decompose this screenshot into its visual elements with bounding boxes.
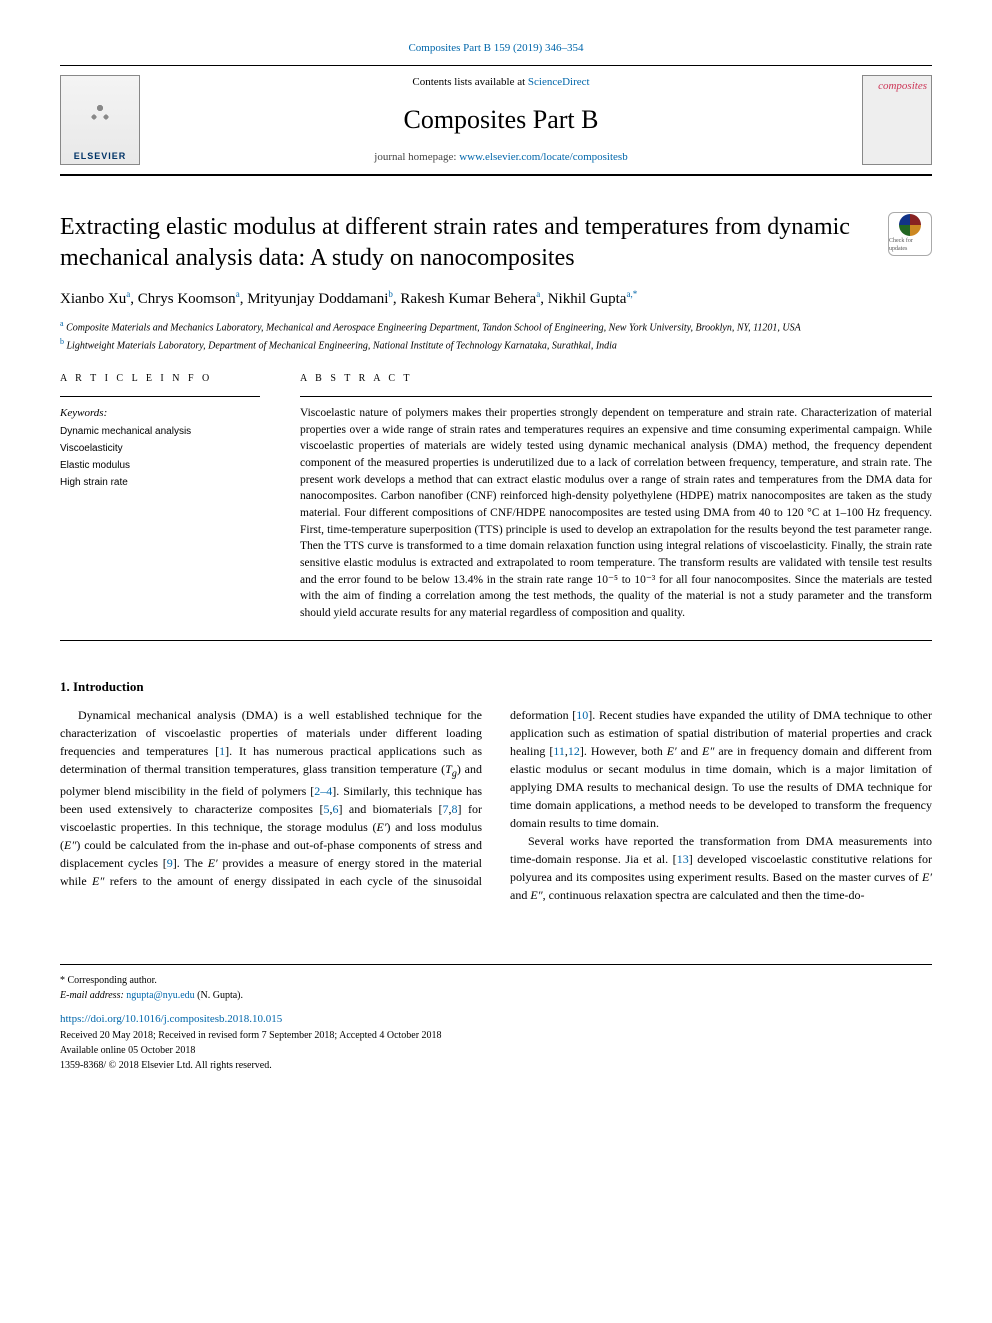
keyword-item: Elastic modulus — [60, 458, 260, 473]
homepage-prefix: journal homepage: — [374, 151, 459, 163]
keywords-list: Dynamic mechanical analysis Viscoelastic… — [60, 424, 260, 490]
affiliations: a Composite Materials and Mechanics Labo… — [60, 318, 932, 353]
article-info-heading: A R T I C L E I N F O — [60, 371, 260, 386]
email-label: E-mail address: — [60, 990, 126, 1001]
author-name: Nikhil Gupta — [548, 291, 627, 307]
article-title-row: Extracting elastic modulus at different … — [60, 212, 932, 274]
elsevier-tree-icon — [70, 90, 130, 150]
author-3: Rakesh Kumar Beheraa — [400, 291, 540, 307]
section-divider — [60, 640, 932, 641]
eprime-symbol: E′ — [922, 870, 932, 884]
t: and — [677, 744, 702, 758]
header-center: Contents lists available at ScienceDirec… — [152, 74, 850, 166]
ref-link[interactable]: 13 — [677, 852, 689, 866]
header-citation: Composites Part B 159 (2019) 346–354 — [60, 40, 932, 57]
author-name: Xianbo Xu — [60, 291, 126, 307]
body-section: 1. Introduction Dynamical mechanical ana… — [60, 677, 932, 905]
publisher-logo[interactable]: ELSEVIER — [60, 75, 140, 165]
edprime-symbol: E″ — [92, 874, 104, 888]
section-heading: 1. Introduction — [60, 677, 932, 697]
author-0: Xianbo Xua — [60, 291, 130, 307]
author-aff-sup[interactable]: a — [236, 289, 240, 299]
crossmark-icon — [899, 214, 921, 236]
t: , continuous relaxation spectra are calc… — [543, 888, 865, 902]
affiliation-b: b Lightweight Materials Laboratory, Depa… — [60, 336, 932, 353]
author-name: Rakesh Kumar Behera — [400, 291, 536, 307]
journal-header-box: ELSEVIER Contents lists available at Sci… — [60, 65, 932, 176]
keyword-item: High strain rate — [60, 475, 260, 490]
author-1: Chrys Koomsona — [138, 291, 240, 307]
page-footer: * Corresponding author. E-mail address: … — [60, 964, 932, 1073]
info-rule — [60, 396, 260, 397]
copyright-line: 1359-8368/ © 2018 Elsevier Ltd. All righ… — [60, 1058, 932, 1073]
eprime-symbol: E′ — [376, 820, 386, 834]
homepage-line: journal homepage: www.elsevier.com/locat… — [152, 149, 850, 166]
keywords-label: Keywords: — [60, 405, 260, 422]
corresponding-author-note: * Corresponding author. — [60, 973, 932, 988]
article-title: Extracting elastic modulus at different … — [60, 212, 868, 274]
t: and — [510, 888, 530, 902]
edprime-symbol: E″ — [702, 744, 714, 758]
eprime-symbol: E′ — [667, 744, 677, 758]
journal-homepage-link[interactable]: www.elsevier.com/locate/compositesb — [459, 151, 628, 163]
affil-sup: b — [60, 337, 64, 346]
eprime-symbol: E′ — [208, 856, 218, 870]
edprime-symbol: E″ — [530, 888, 542, 902]
abstract-heading: A B S T R A C T — [300, 371, 932, 386]
ref-link[interactable]: 2–4 — [314, 784, 332, 798]
author-aff-sup[interactable]: a — [536, 289, 540, 299]
author-aff-sup[interactable]: b — [388, 289, 393, 299]
keyword-item: Dynamic mechanical analysis — [60, 424, 260, 439]
author-name: Chrys Koomson — [138, 291, 236, 307]
author-aff-sup[interactable]: a — [126, 289, 130, 299]
crossmark-badge[interactable]: Check for updates — [888, 212, 932, 256]
contents-line: Contents lists available at ScienceDirec… — [152, 74, 850, 91]
author-4: Nikhil Guptaa,* — [548, 291, 638, 307]
crossmark-label: Check for updates — [889, 238, 931, 254]
sciencedirect-link[interactable]: ScienceDirect — [528, 76, 590, 88]
doi-line: https://doi.org/10.1016/j.compositesb.20… — [60, 1011, 932, 1028]
contents-prefix: Contents lists available at — [412, 76, 527, 88]
doi-link[interactable]: https://doi.org/10.1016/j.compositesb.20… — [60, 1013, 282, 1025]
affil-text: Composite Materials and Mechanics Labora… — [66, 323, 801, 334]
journal-cover-thumbnail[interactable]: composites — [862, 75, 932, 165]
email-link[interactable]: ngupta@nyu.edu — [126, 990, 194, 1001]
author-2: Mrityunjay Doddamanib — [247, 291, 393, 307]
available-online: Available online 05 October 2018 — [60, 1043, 932, 1058]
affil-text: Lightweight Materials Laboratory, Depart… — [67, 340, 617, 351]
affiliation-a: a Composite Materials and Mechanics Labo… — [60, 318, 932, 335]
abstract-rule — [300, 396, 932, 397]
abstract-text: Viscoelastic nature of polymers makes th… — [300, 405, 932, 622]
publisher-logo-text: ELSEVIER — [74, 150, 127, 164]
ref-link[interactable]: 10 — [576, 708, 588, 722]
email-suffix: (N. Gupta). — [195, 990, 243, 1001]
author-list: Xianbo Xua, Chrys Koomsona, Mrityunjay D… — [60, 288, 932, 311]
t: ]. However, both — [580, 744, 667, 758]
journal-name: Composites Part B — [152, 100, 850, 139]
info-abstract-row: A R T I C L E I N F O Keywords: Dynamic … — [60, 371, 932, 622]
abstract-column: A B S T R A C T Viscoelastic nature of p… — [300, 371, 932, 622]
header-citation-link[interactable]: Composites Part B 159 (2019) 346–354 — [408, 42, 583, 54]
article-info-column: A R T I C L E I N F O Keywords: Dynamic … — [60, 371, 260, 622]
edprime-symbol: E″ — [64, 838, 76, 852]
keyword-item: Viscoelasticity — [60, 441, 260, 456]
intro-para-2: Several works have reported the transfor… — [510, 832, 932, 904]
received-dates: Received 20 May 2018; Received in revise… — [60, 1028, 932, 1043]
body-columns: Dynamical mechanical analysis (DMA) is a… — [60, 706, 932, 904]
t: ] and biomaterials [ — [338, 802, 442, 816]
journal-cover-text: composites — [878, 80, 927, 92]
t: ]. The — [173, 856, 208, 870]
affil-sup: a — [60, 319, 64, 328]
corresponding-email: E-mail address: ngupta@nyu.edu (N. Gupta… — [60, 988, 932, 1003]
ref-link[interactable]: 12 — [568, 744, 580, 758]
author-aff-sup[interactable]: a,* — [626, 289, 637, 299]
author-name: Mrityunjay Doddamani — [247, 291, 388, 307]
ref-link[interactable]: 11 — [553, 744, 565, 758]
tg-symbol: T — [445, 762, 452, 776]
